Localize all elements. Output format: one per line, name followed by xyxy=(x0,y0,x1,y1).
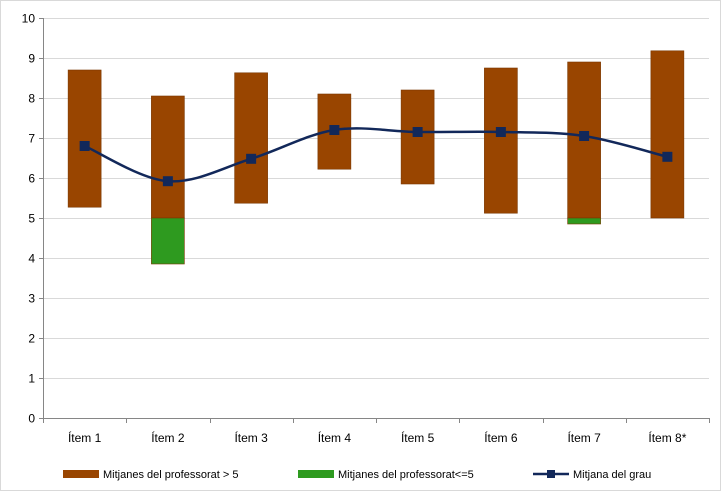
y-tick-label: 8 xyxy=(28,92,35,106)
bar-above-5 xyxy=(151,95,185,219)
y-tick-label: 1 xyxy=(28,372,35,386)
y-tick-label: 7 xyxy=(28,132,35,146)
x-tick-label: Ítem 4 xyxy=(318,430,352,445)
line-marker xyxy=(162,176,173,187)
y-axis-ticks: 0 1 2 3 4 5 6 7 8 9 10 xyxy=(22,12,36,426)
grid-lines xyxy=(43,18,709,419)
bar-above-5 xyxy=(484,67,518,214)
x-tick-label: Ítem 8* xyxy=(648,430,686,445)
line-marker xyxy=(495,127,506,137)
legend: Mitjanes del professorat > 5 Mitjanes del… xyxy=(63,469,651,481)
legend-label: Mitjana del grau xyxy=(573,469,651,481)
x-tick-label: Ítem 1 xyxy=(68,430,102,445)
bar-above-5 xyxy=(650,50,685,219)
y-tick-label: 0 xyxy=(28,412,35,426)
y-tick-label: 2 xyxy=(28,332,35,346)
legend-swatch xyxy=(298,470,334,478)
x-tick-label: Ítem 2 xyxy=(151,430,185,445)
y-tick-label: 3 xyxy=(28,292,35,306)
bar-below-5 xyxy=(151,217,185,265)
x-tick-label: Ítem 6 xyxy=(484,430,518,445)
line-marker xyxy=(246,153,257,164)
y-tick-label: 9 xyxy=(28,52,35,66)
bar-above-5 xyxy=(67,69,102,208)
bar-below-5 xyxy=(567,217,601,225)
line-marker xyxy=(579,131,590,141)
x-tick-label: Ítem 5 xyxy=(401,430,435,445)
y-tick-label: 6 xyxy=(28,172,35,186)
line-marker xyxy=(79,141,90,151)
y-tick-label: 10 xyxy=(22,12,36,26)
line-path xyxy=(84,127,668,183)
line-marker xyxy=(412,127,423,137)
legend-swatch xyxy=(63,470,99,478)
line-marker xyxy=(329,125,340,135)
y-tick-label: 5 xyxy=(28,212,35,226)
x-axis-ticks: Ítem 1 Ítem 2 Ítem 3 Ítem 4 Ítem 5 Ítem 6 Ítem… xyxy=(68,430,687,445)
bar-above-5 xyxy=(234,72,268,204)
legend-label: Mitjanes del professorat > 5 xyxy=(103,469,238,481)
x-tick-label: Ítem 3 xyxy=(234,430,268,445)
legend-marker-swatch xyxy=(547,470,555,478)
x-tick-label: Ítem 7 xyxy=(567,430,601,445)
axes xyxy=(39,18,710,423)
line-series xyxy=(79,125,673,187)
legend-label: Mitjanes del professorat<=5 xyxy=(338,469,474,481)
line-marker xyxy=(662,151,673,162)
bars xyxy=(67,50,685,265)
y-tick-label: 4 xyxy=(28,252,35,266)
